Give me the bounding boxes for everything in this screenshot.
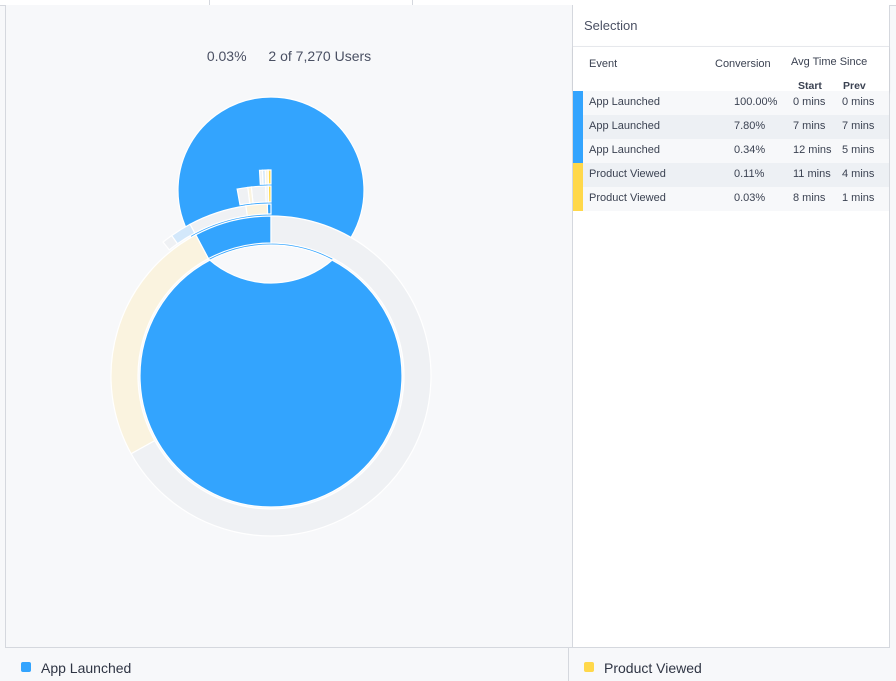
- selection-title: Selection: [584, 18, 638, 33]
- sunburst-segment-level3-app-launched[interactable]: [170, 223, 196, 245]
- legend-item-app-launched[interactable]: App Launched: [41, 660, 132, 676]
- legend-item-product-viewed[interactable]: Product Viewed: [604, 660, 702, 676]
- row-event: Product Viewed: [589, 168, 666, 180]
- row-conversion: 0.11%: [734, 168, 765, 180]
- selection-table-header: Event Conversion Avg Time Since Start Pr…: [573, 46, 889, 92]
- row-prev: 7 mins: [842, 120, 875, 132]
- sunburst-segment-level4-other[interactable]: [236, 186, 251, 206]
- sunburst-chart[interactable]: [6, 5, 572, 647]
- header-prev: Prev: [843, 80, 866, 92]
- row-event: App Launched: [589, 144, 660, 156]
- row-start: 11 mins: [793, 168, 831, 180]
- row-event: App Launched: [589, 96, 660, 108]
- sunburst-segment-level4-other[interactable]: [250, 185, 267, 204]
- row-event: App Launched: [589, 120, 660, 132]
- legend-divider: [568, 648, 569, 681]
- selection-row[interactable]: App Launched 7.80% 7 mins 7 mins: [573, 115, 889, 139]
- event-color-bar: [573, 115, 583, 139]
- sunburst-segment-level3-other[interactable]: [162, 234, 179, 251]
- summary-percent: 0.03%: [206, 48, 247, 64]
- selection-panel: Selection Event Conversion Avg Time Sinc…: [572, 5, 890, 648]
- legend: App Launched Product Viewed: [5, 647, 888, 681]
- sunburst-segment-level3-other[interactable]: [189, 205, 248, 234]
- row-prev: 1 mins: [842, 192, 875, 204]
- tab-divider: [412, 0, 413, 5]
- row-conversion: 0.34%: [734, 144, 766, 156]
- header-start: Start: [798, 80, 822, 92]
- row-prev: 0 mins: [842, 96, 875, 108]
- selection-row[interactable]: App Launched 0.34% 12 mins 5 mins: [573, 139, 889, 163]
- sunburst-segment-level2-product-viewed[interactable]: [110, 234, 210, 455]
- event-color-bar: [573, 139, 583, 163]
- tab-divider: [209, 0, 210, 5]
- selection-row[interactable]: App Launched 100.00% 0 mins 0 mins: [573, 91, 889, 115]
- conversion-summary: 0.03% 2 of 7,270 Users: [6, 48, 572, 64]
- legend-swatch-app-launched: [21, 662, 31, 672]
- event-color-bar: [573, 163, 583, 187]
- sunburst-panel: 0.03% 2 of 7,270 Users: [5, 5, 573, 647]
- event-color-bar: [573, 187, 583, 211]
- row-start: 12 mins: [793, 144, 832, 156]
- event-color-bar: [573, 91, 583, 115]
- sunburst-segment-level1-app-launched[interactable]: [139, 96, 403, 508]
- selection-row[interactable]: Product Viewed 0.11% 11 mins 4 mins: [573, 163, 889, 187]
- row-conversion: 0.03%: [734, 192, 766, 204]
- row-conversion: 100.00%: [734, 96, 778, 108]
- row-start: 0 mins: [793, 96, 826, 108]
- sunburst-segment-level3-product-viewed[interactable]: [245, 203, 269, 217]
- row-prev: 4 mins: [842, 168, 875, 180]
- sunburst-segment-level2-other[interactable]: [130, 215, 432, 537]
- selection-row[interactable]: Product Viewed 0.03% 8 mins 1 mins: [573, 187, 889, 211]
- row-event: Product Viewed: [589, 192, 666, 204]
- row-prev: 5 mins: [842, 144, 875, 156]
- row-start: 8 mins: [793, 192, 826, 204]
- header-event: Event: [589, 58, 618, 70]
- header-avg-time: Avg Time Since: [791, 56, 868, 68]
- header-conversion: Conversion: [715, 58, 771, 70]
- row-conversion: 7.80%: [734, 120, 766, 132]
- row-start: 7 mins: [793, 120, 826, 132]
- sunburst-segment-level5-other[interactable]: [258, 169, 264, 185]
- selection-rows: App Launched 100.00% 0 mins 0 mins App L…: [573, 91, 889, 211]
- legend-swatch-product-viewed: [584, 662, 594, 672]
- summary-users: 2 of 7,270 Users: [268, 48, 372, 64]
